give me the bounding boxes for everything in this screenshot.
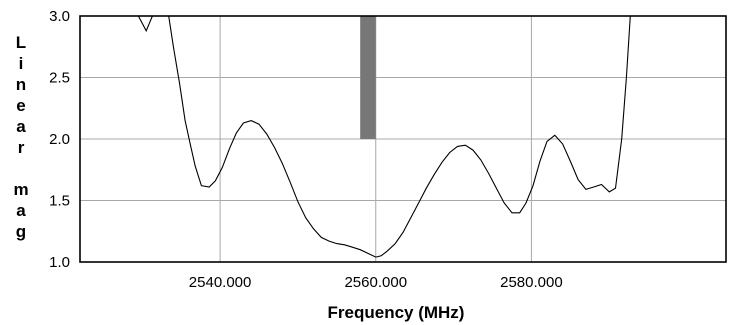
x-tick-labels: 2540.000 2560.000 2580.000 [189,274,563,291]
marker-band [360,16,376,139]
x-tick-label: 2580.000 [500,274,563,291]
y-label-letter: n [16,75,26,94]
y-label-letter: e [16,96,25,115]
y-tick-label: 3.0 [49,8,70,25]
curve-layer [137,16,631,258]
series-line [168,16,631,258]
plot-frame [79,15,727,263]
y-label-letter: m [13,180,28,199]
y-tick-label: 1.5 [49,193,70,210]
grid-lines [80,15,726,263]
x-axis-label: Frequency (MHz) [328,303,465,322]
y-tick-label: 2.0 [49,131,70,148]
marker-band-layer [360,16,376,139]
y-tick-label: 2.5 [49,70,70,87]
x-tick-label: 2540.000 [189,274,252,291]
y-label-letter: r [18,138,25,157]
x-tick-label: 2560.000 [344,274,407,291]
y-label-letter: a [16,117,26,136]
y-tick-label: 1.0 [49,254,70,271]
y-tick-labels: 1.0 1.5 2.0 2.5 3.0 [49,8,70,271]
y-label-letter: i [19,54,24,73]
y-label-letter: g [16,222,26,241]
series-line [137,16,153,33]
y-label-letter: a [16,201,26,220]
y-label-letter: L [16,33,26,52]
